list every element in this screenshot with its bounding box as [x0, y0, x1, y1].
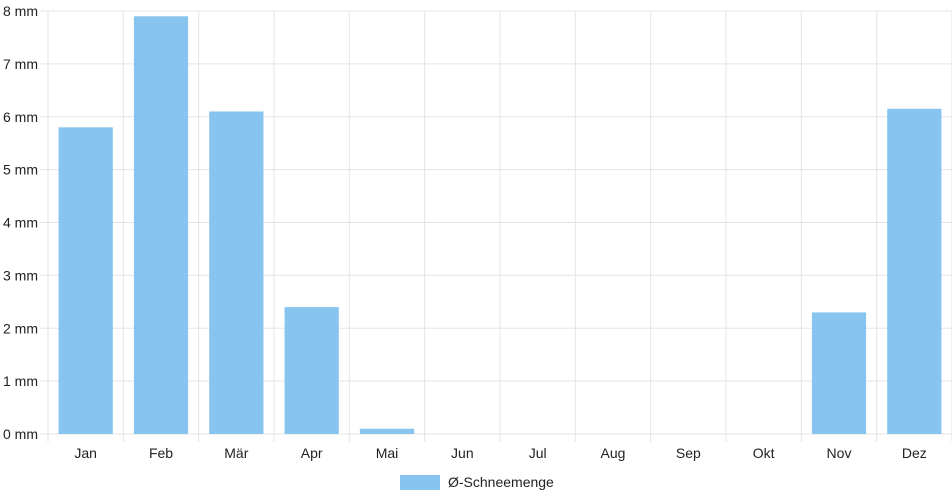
- x-tick-label: Apr: [301, 445, 323, 461]
- y-tick-label: 1 mm: [3, 373, 38, 389]
- y-tick-label: 6 mm: [3, 109, 38, 125]
- x-tick-label: Jun: [451, 445, 474, 461]
- bar-nov: [811, 312, 867, 434]
- bar-mai: [359, 428, 415, 434]
- grid-layer: [40, 10, 952, 442]
- legend: Ø-Schneemenge: [400, 473, 554, 491]
- y-tick-label: 7 mm: [3, 56, 38, 72]
- y-tick-label: 8 mm: [3, 3, 38, 19]
- bar-apr: [284, 307, 339, 434]
- bar-jan: [58, 127, 113, 434]
- x-tick-label: Mär: [224, 445, 248, 461]
- y-tick-label: 4 mm: [3, 215, 38, 231]
- x-tick-label: Dez: [902, 445, 927, 461]
- x-tick-label: Nov: [827, 445, 852, 461]
- x-tick-label: Jan: [74, 445, 97, 461]
- x-tick-label: Mai: [376, 445, 399, 461]
- y-tick-label: 0 mm: [3, 426, 38, 442]
- y-tick-label: 5 mm: [3, 162, 38, 178]
- bars-layer: [58, 16, 942, 435]
- x-tick-label: Okt: [753, 445, 775, 461]
- y-tick-label: 3 mm: [3, 267, 38, 283]
- x-tick-label: Aug: [601, 445, 626, 461]
- x-axis-labels: Jan Feb Mär Apr Mai Jun Jul Aug Sep Okt Nov Dez: [74, 445, 926, 461]
- legend-label: Ø-Schneemenge: [448, 474, 554, 490]
- bar-dez: [887, 108, 942, 434]
- y-axis-labels: 0 mm 1 mm 2 mm 3 mm 4 mm 5 mm 6 mm 7 mm 8 mm: [3, 3, 38, 442]
- x-tick-label: Sep: [676, 445, 701, 461]
- x-tick-label: Feb: [149, 445, 173, 461]
- bar-feb: [133, 16, 189, 434]
- y-tick-label: 2 mm: [3, 320, 38, 336]
- legend-swatch: [400, 474, 440, 490]
- bar-mär: [209, 111, 264, 435]
- x-tick-label: Jul: [529, 445, 547, 461]
